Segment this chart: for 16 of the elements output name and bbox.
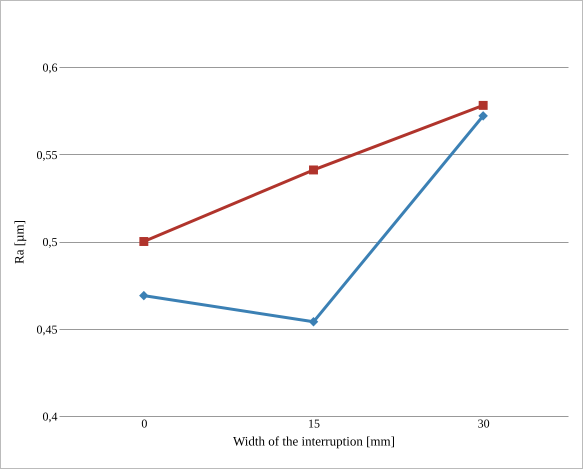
point — [309, 165, 318, 174]
point — [139, 290, 149, 300]
x-tick-label: 30 — [478, 416, 490, 430]
y-tick-label: 0,55 — [36, 148, 58, 162]
x-tick-label: 15 — [308, 416, 320, 430]
y-tick-label: 0,5 — [42, 235, 58, 249]
y-axis-title: Ra [µm] — [12, 220, 26, 264]
point — [308, 317, 318, 327]
y-tick-label: 0,6 — [42, 60, 58, 74]
y-tick-label: 0,4 — [42, 410, 58, 424]
x-tick-label: 0 — [141, 416, 148, 430]
y-tick-label: 0,45 — [36, 322, 58, 336]
x-axis-title: Width of the interruption [mm] — [233, 434, 395, 448]
point — [478, 111, 488, 121]
point — [478, 100, 488, 110]
point — [139, 237, 148, 246]
